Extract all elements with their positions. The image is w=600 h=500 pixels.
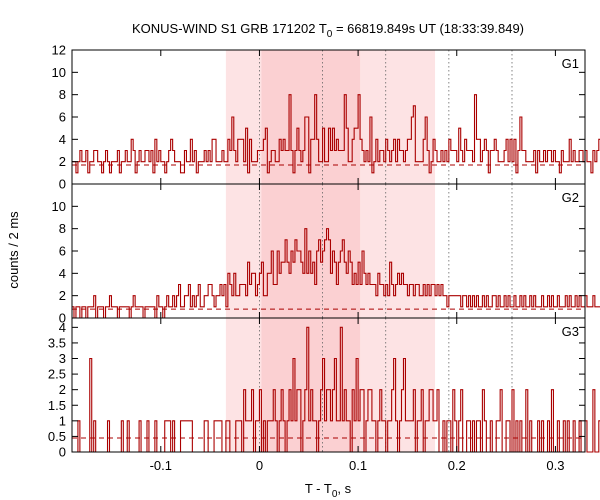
panel-label: G3 [562, 324, 579, 339]
x-tick-label: 0.3 [546, 458, 564, 473]
x-label-subscript: 0 [332, 489, 338, 500]
y-tick-label: 1.5 [48, 398, 66, 413]
y-tick-label: 0 [59, 445, 66, 460]
panel-g1: 0 2 4 6 8 10 12 G1 [52, 43, 600, 192]
x-label-main: T - T [305, 481, 332, 496]
y-tick-label: 4 [59, 266, 66, 281]
y-tick-label: 6 [59, 244, 66, 259]
count-rate-series [72, 94, 600, 174]
y-tick-label: 6 [59, 110, 66, 125]
x-tick-label: 0.1 [349, 458, 367, 473]
y-axis-label: counts / 2 ms [6, 211, 21, 289]
y-tick-label: 1 [59, 413, 66, 428]
title-main: KONUS-WIND S1 GRB 171202 T [132, 21, 327, 36]
panel-label: G2 [562, 190, 579, 205]
y-tick-label: 10 [52, 199, 66, 214]
panel-g2: 0 2 4 6 8 10 G2 [52, 183, 600, 326]
y-tick-label: 8 [59, 87, 66, 102]
y-tick-label: 4 [59, 132, 66, 147]
y-tick-label: 12 [52, 43, 66, 58]
title-rest: = 66819.849s UT (18:33:39.849) [332, 21, 524, 36]
y-tick-label: 0 [59, 177, 66, 192]
y-tick-label: 0 [59, 311, 66, 326]
y-tick-label: 3 [59, 351, 66, 366]
y-tick-label: 2 [59, 154, 66, 169]
title-subscript: 0 [327, 29, 333, 40]
panel-label: G1 [562, 56, 579, 71]
x-tick-label: 0.2 [448, 458, 466, 473]
y-tick-label: 0.5 [48, 429, 66, 444]
y-tick-label: 4 [59, 320, 66, 335]
y-tick-label: 3.5 [48, 335, 66, 350]
y-tick-label: 10 [52, 65, 66, 80]
chart-title: KONUS-WIND S1 GRB 171202 T0 = 66819.849s… [132, 21, 524, 40]
shaded-interval-dark [261, 318, 361, 452]
y-tick-label: 2 [59, 382, 66, 397]
panel-g3: 00.511.522.533.54 G3 [48, 317, 600, 460]
x-axis-label: T - T0, s [305, 481, 352, 500]
x-tick-label: 0 [256, 458, 263, 473]
count-rate-series [72, 228, 600, 319]
panel-frame [71, 317, 586, 453]
y-tick-label: 8 [59, 221, 66, 236]
y-tick-label: 2 [59, 288, 66, 303]
y-tick-label: 2.5 [48, 367, 66, 382]
x-tick-label: -0.1 [150, 458, 172, 473]
x-label-rest: , s [337, 481, 351, 496]
